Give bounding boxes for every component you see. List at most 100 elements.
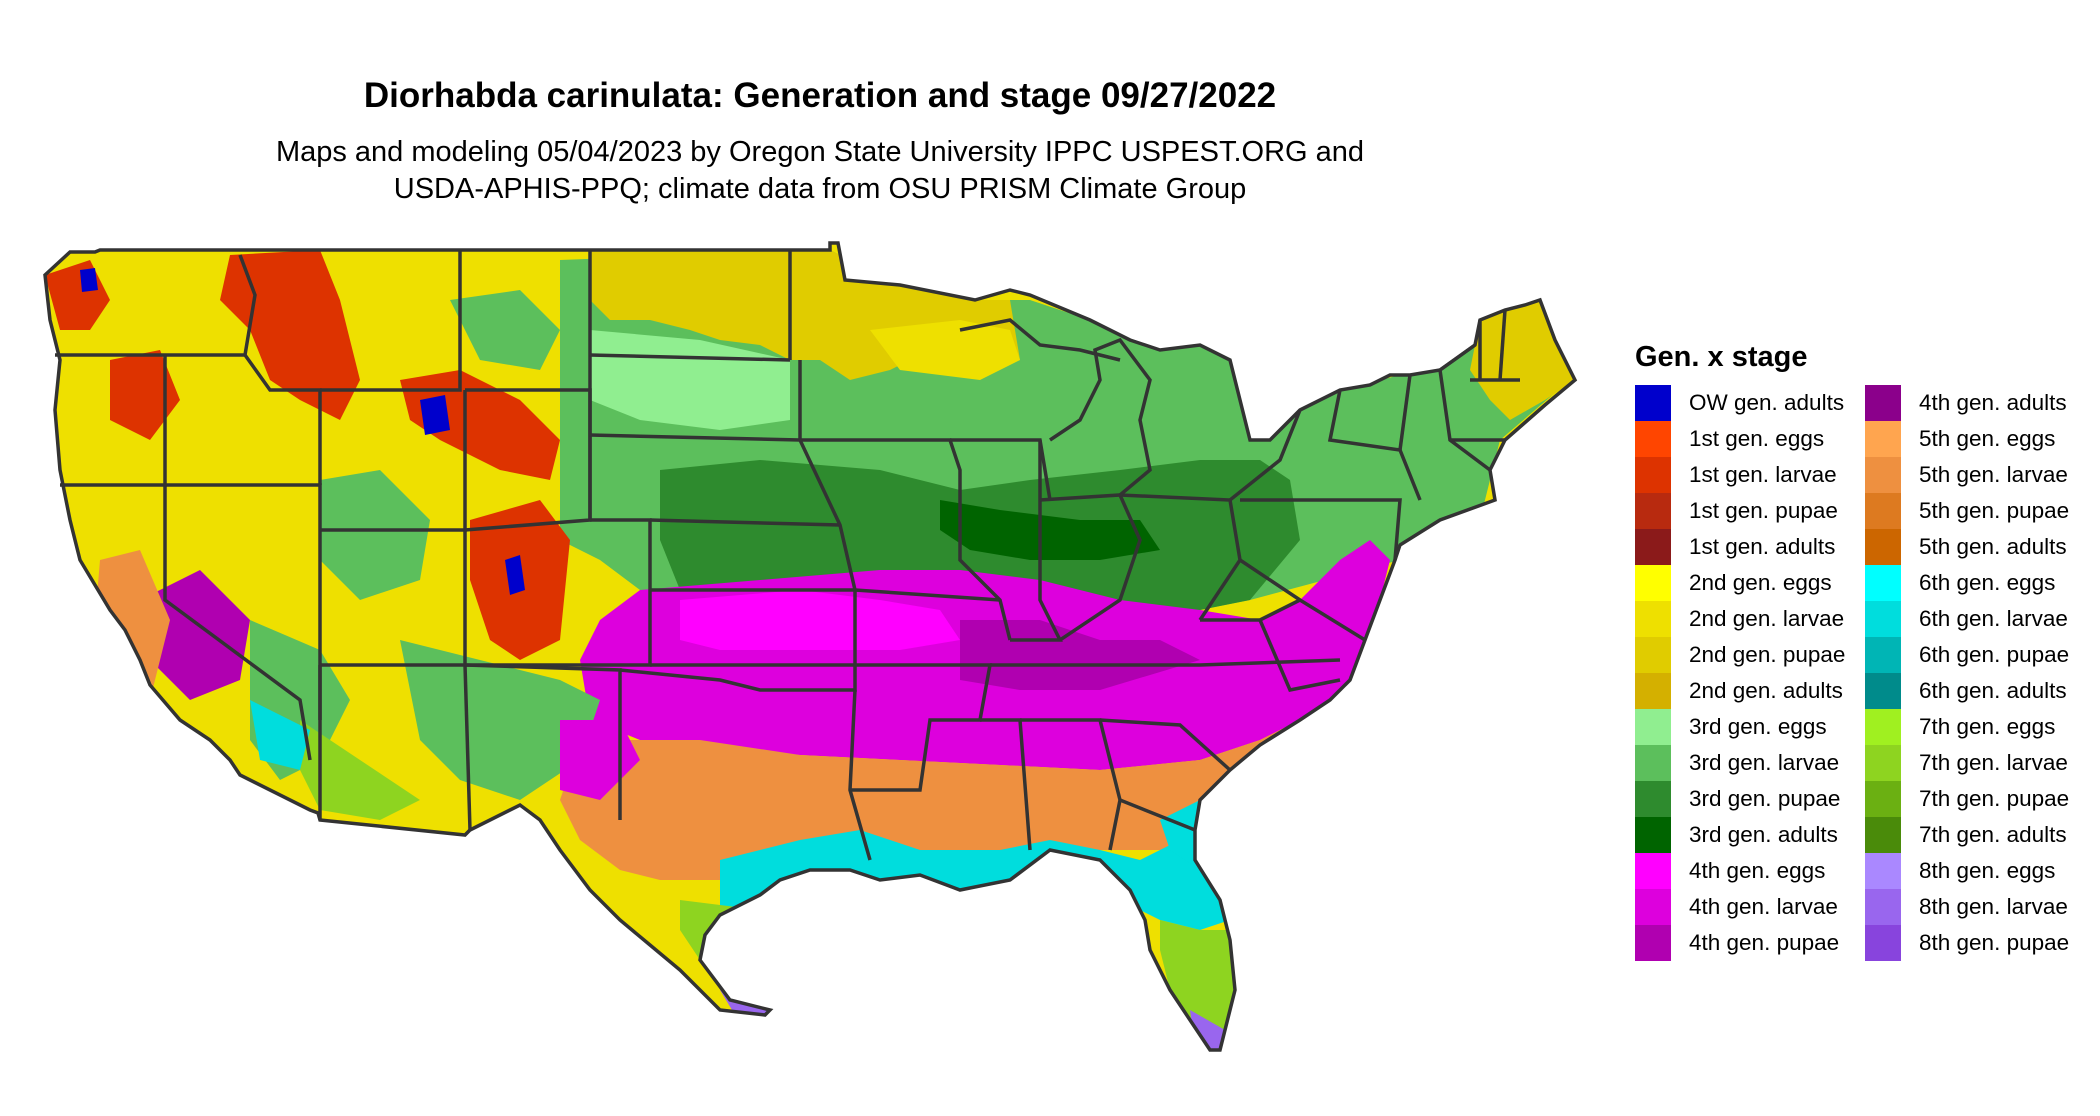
legend-label: 6th gen. adults: [1919, 678, 2067, 703]
legend-swatch: [1635, 781, 1671, 817]
legend-label: 2nd gen. pupae: [1689, 642, 1846, 667]
legend-swatch: [1635, 421, 1671, 457]
legend-item: 7th gen. adults: [1865, 817, 2069, 853]
legend-swatch: [1865, 673, 1901, 709]
subtitle-line-1: Maps and modeling 05/04/2023 by Oregon S…: [275, 136, 1365, 168]
legend-item: 7th gen. eggs: [1865, 709, 2069, 745]
legend-swatch: [1865, 565, 1901, 601]
legend-label: 7th gen. pupae: [1919, 786, 2070, 811]
legend-item: 6th gen. adults: [1865, 673, 2069, 709]
legend-swatch: [1865, 601, 1901, 637]
map-subtitle: Maps and modeling 05/04/2023 by Oregon S…: [0, 134, 1640, 208]
legend-item: 5th gen. larvae: [1865, 457, 2069, 493]
legend-label: 3rd gen. adults: [1689, 822, 1838, 847]
legend-label: 2nd gen. eggs: [1689, 570, 1832, 595]
legend-item: 5th gen. eggs: [1865, 421, 2069, 457]
legend-label: 6th gen. pupae: [1919, 642, 2070, 667]
legend-label: 5th gen. pupae: [1919, 498, 2070, 523]
legend-item: 1st gen. pupae: [1635, 493, 1845, 529]
legend-item: 8th gen. eggs: [1865, 853, 2069, 889]
legend-label: 2nd gen. adults: [1689, 678, 1843, 703]
legend-swatch: [1635, 637, 1671, 673]
legend-item: 5th gen. adults: [1865, 529, 2069, 565]
legend-swatch: [1865, 457, 1901, 493]
legend-swatch: [1865, 925, 1901, 961]
legend-item: 1st gen. larvae: [1635, 457, 1845, 493]
legend-item: 7th gen. pupae: [1865, 781, 2069, 817]
legend-label: 1st gen. adults: [1689, 534, 1836, 559]
legend-item: 1st gen. adults: [1635, 529, 1845, 565]
legend-label: 4th gen. adults: [1919, 390, 2067, 415]
legend-item: OW gen. adults: [1635, 385, 1845, 421]
legend-swatch: [1635, 601, 1671, 637]
legend-swatch: [1865, 709, 1901, 745]
legend-swatch: [1635, 529, 1671, 565]
map-title: Diorhabda carinulata: Generation and sta…: [363, 76, 1277, 115]
legend-item: 2nd gen. pupae: [1635, 637, 1845, 673]
legend-label: 7th gen. eggs: [1919, 714, 2056, 739]
legend-item: 4th gen. adults: [1865, 385, 2069, 421]
legend-item: 2nd gen. larvae: [1635, 601, 1845, 637]
legend-item: 3rd gen. eggs: [1635, 709, 1845, 745]
legend-swatch: [1865, 421, 1901, 457]
legend-label: 2nd gen. larvae: [1689, 606, 1845, 631]
legend-label: 3rd gen. pupae: [1689, 786, 1841, 811]
legend-label: 4th gen. larvae: [1689, 894, 1838, 919]
legend-swatch: [1865, 529, 1901, 565]
legend-column-2: 4th gen. adults 5th gen. eggs 5th gen. lar…: [1865, 385, 2069, 961]
legend-item: 3rd gen. larvae: [1635, 745, 1845, 781]
legend-item: 4th gen. larvae: [1635, 889, 1845, 925]
legend-item: 1st gen. eggs: [1635, 421, 1845, 457]
legend-swatch: [1865, 637, 1901, 673]
legend-label: 1st gen. pupae: [1689, 498, 1838, 523]
legend-title: Gen. x stage: [1635, 341, 1808, 373]
legend-label: 7th gen. adults: [1919, 822, 2067, 847]
legend-label: 8th gen. larvae: [1919, 894, 2068, 919]
legend-item: 5th gen. pupae: [1865, 493, 2069, 529]
legend-item: 4th gen. pupae: [1635, 925, 1845, 961]
legend-item: 3rd gen. adults: [1635, 817, 1845, 853]
subtitle-line-2: USDA-APHIS-PPQ; climate data from OSU PR…: [393, 173, 1247, 205]
legend-label: 8th gen. eggs: [1919, 858, 2056, 883]
legend-item: 2nd gen. eggs: [1635, 565, 1845, 601]
legend-item: 2nd gen. adults: [1635, 673, 1845, 709]
legend-swatch: [1635, 565, 1671, 601]
legend-label: 4th gen. pupae: [1689, 930, 1840, 955]
legend-swatch: [1865, 853, 1901, 889]
legend-item: 3rd gen. pupae: [1635, 781, 1845, 817]
legend-swatch: [1635, 817, 1671, 853]
legend-label: 5th gen. larvae: [1919, 462, 2068, 487]
legend-label: OW gen. adults: [1689, 390, 1845, 415]
legend-swatch: [1635, 853, 1671, 889]
state-borders: [43, 241, 1578, 1052]
legend-label: 4th gen. eggs: [1689, 858, 1826, 883]
legend-swatch: [1635, 385, 1671, 421]
legend-swatch: [1635, 673, 1671, 709]
legend-item: 6th gen. larvae: [1865, 601, 2069, 637]
legend-label: 1st gen. eggs: [1689, 426, 1825, 451]
legend-label: 6th gen. eggs: [1919, 570, 2056, 595]
legend-swatch: [1635, 745, 1671, 781]
legend-label: 8th gen. pupae: [1919, 930, 2070, 955]
legend-swatch: [1865, 817, 1901, 853]
legend-item: 8th gen. larvae: [1865, 889, 2069, 925]
legend-item: 6th gen. eggs: [1865, 565, 2069, 601]
legend-swatch: [1635, 889, 1671, 925]
legend-item: 7th gen. larvae: [1865, 745, 2069, 781]
legend-swatch: [1635, 493, 1671, 529]
legend-label: 5th gen. eggs: [1919, 426, 2056, 451]
us-generation-map: [43, 241, 1578, 1052]
legend-swatch: [1635, 457, 1671, 493]
legend-swatch: [1865, 781, 1901, 817]
legend-swatch: [1865, 889, 1901, 925]
legend-column-1: OW gen. adults 1st gen. eggs 1st gen. larv…: [1635, 385, 1845, 961]
legend-label: 3rd gen. larvae: [1689, 750, 1840, 775]
legend-label: 1st gen. larvae: [1689, 462, 1837, 487]
legend-item: 4th gen. eggs: [1635, 853, 1845, 889]
legend-item: 8th gen. pupae: [1865, 925, 2069, 961]
legend-swatch: [1865, 493, 1901, 529]
legend-label: 7th gen. larvae: [1919, 750, 2068, 775]
legend-swatch: [1635, 709, 1671, 745]
legend-item: 6th gen. pupae: [1865, 637, 2069, 673]
legend-label: 5th gen. adults: [1919, 534, 2067, 559]
